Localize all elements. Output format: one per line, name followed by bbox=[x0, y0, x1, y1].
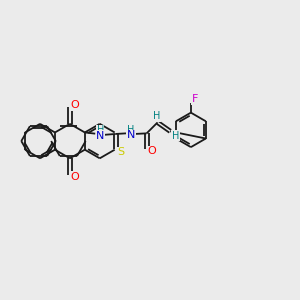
Text: O: O bbox=[148, 146, 156, 157]
Text: N: N bbox=[96, 131, 104, 141]
Text: H: H bbox=[172, 131, 179, 141]
Text: H: H bbox=[97, 125, 104, 135]
Text: O: O bbox=[70, 172, 79, 182]
Text: H: H bbox=[153, 112, 161, 122]
Text: O: O bbox=[70, 100, 79, 110]
Text: N: N bbox=[127, 130, 135, 140]
Text: H: H bbox=[128, 125, 135, 135]
Text: F: F bbox=[192, 94, 198, 104]
Text: S: S bbox=[118, 147, 124, 157]
